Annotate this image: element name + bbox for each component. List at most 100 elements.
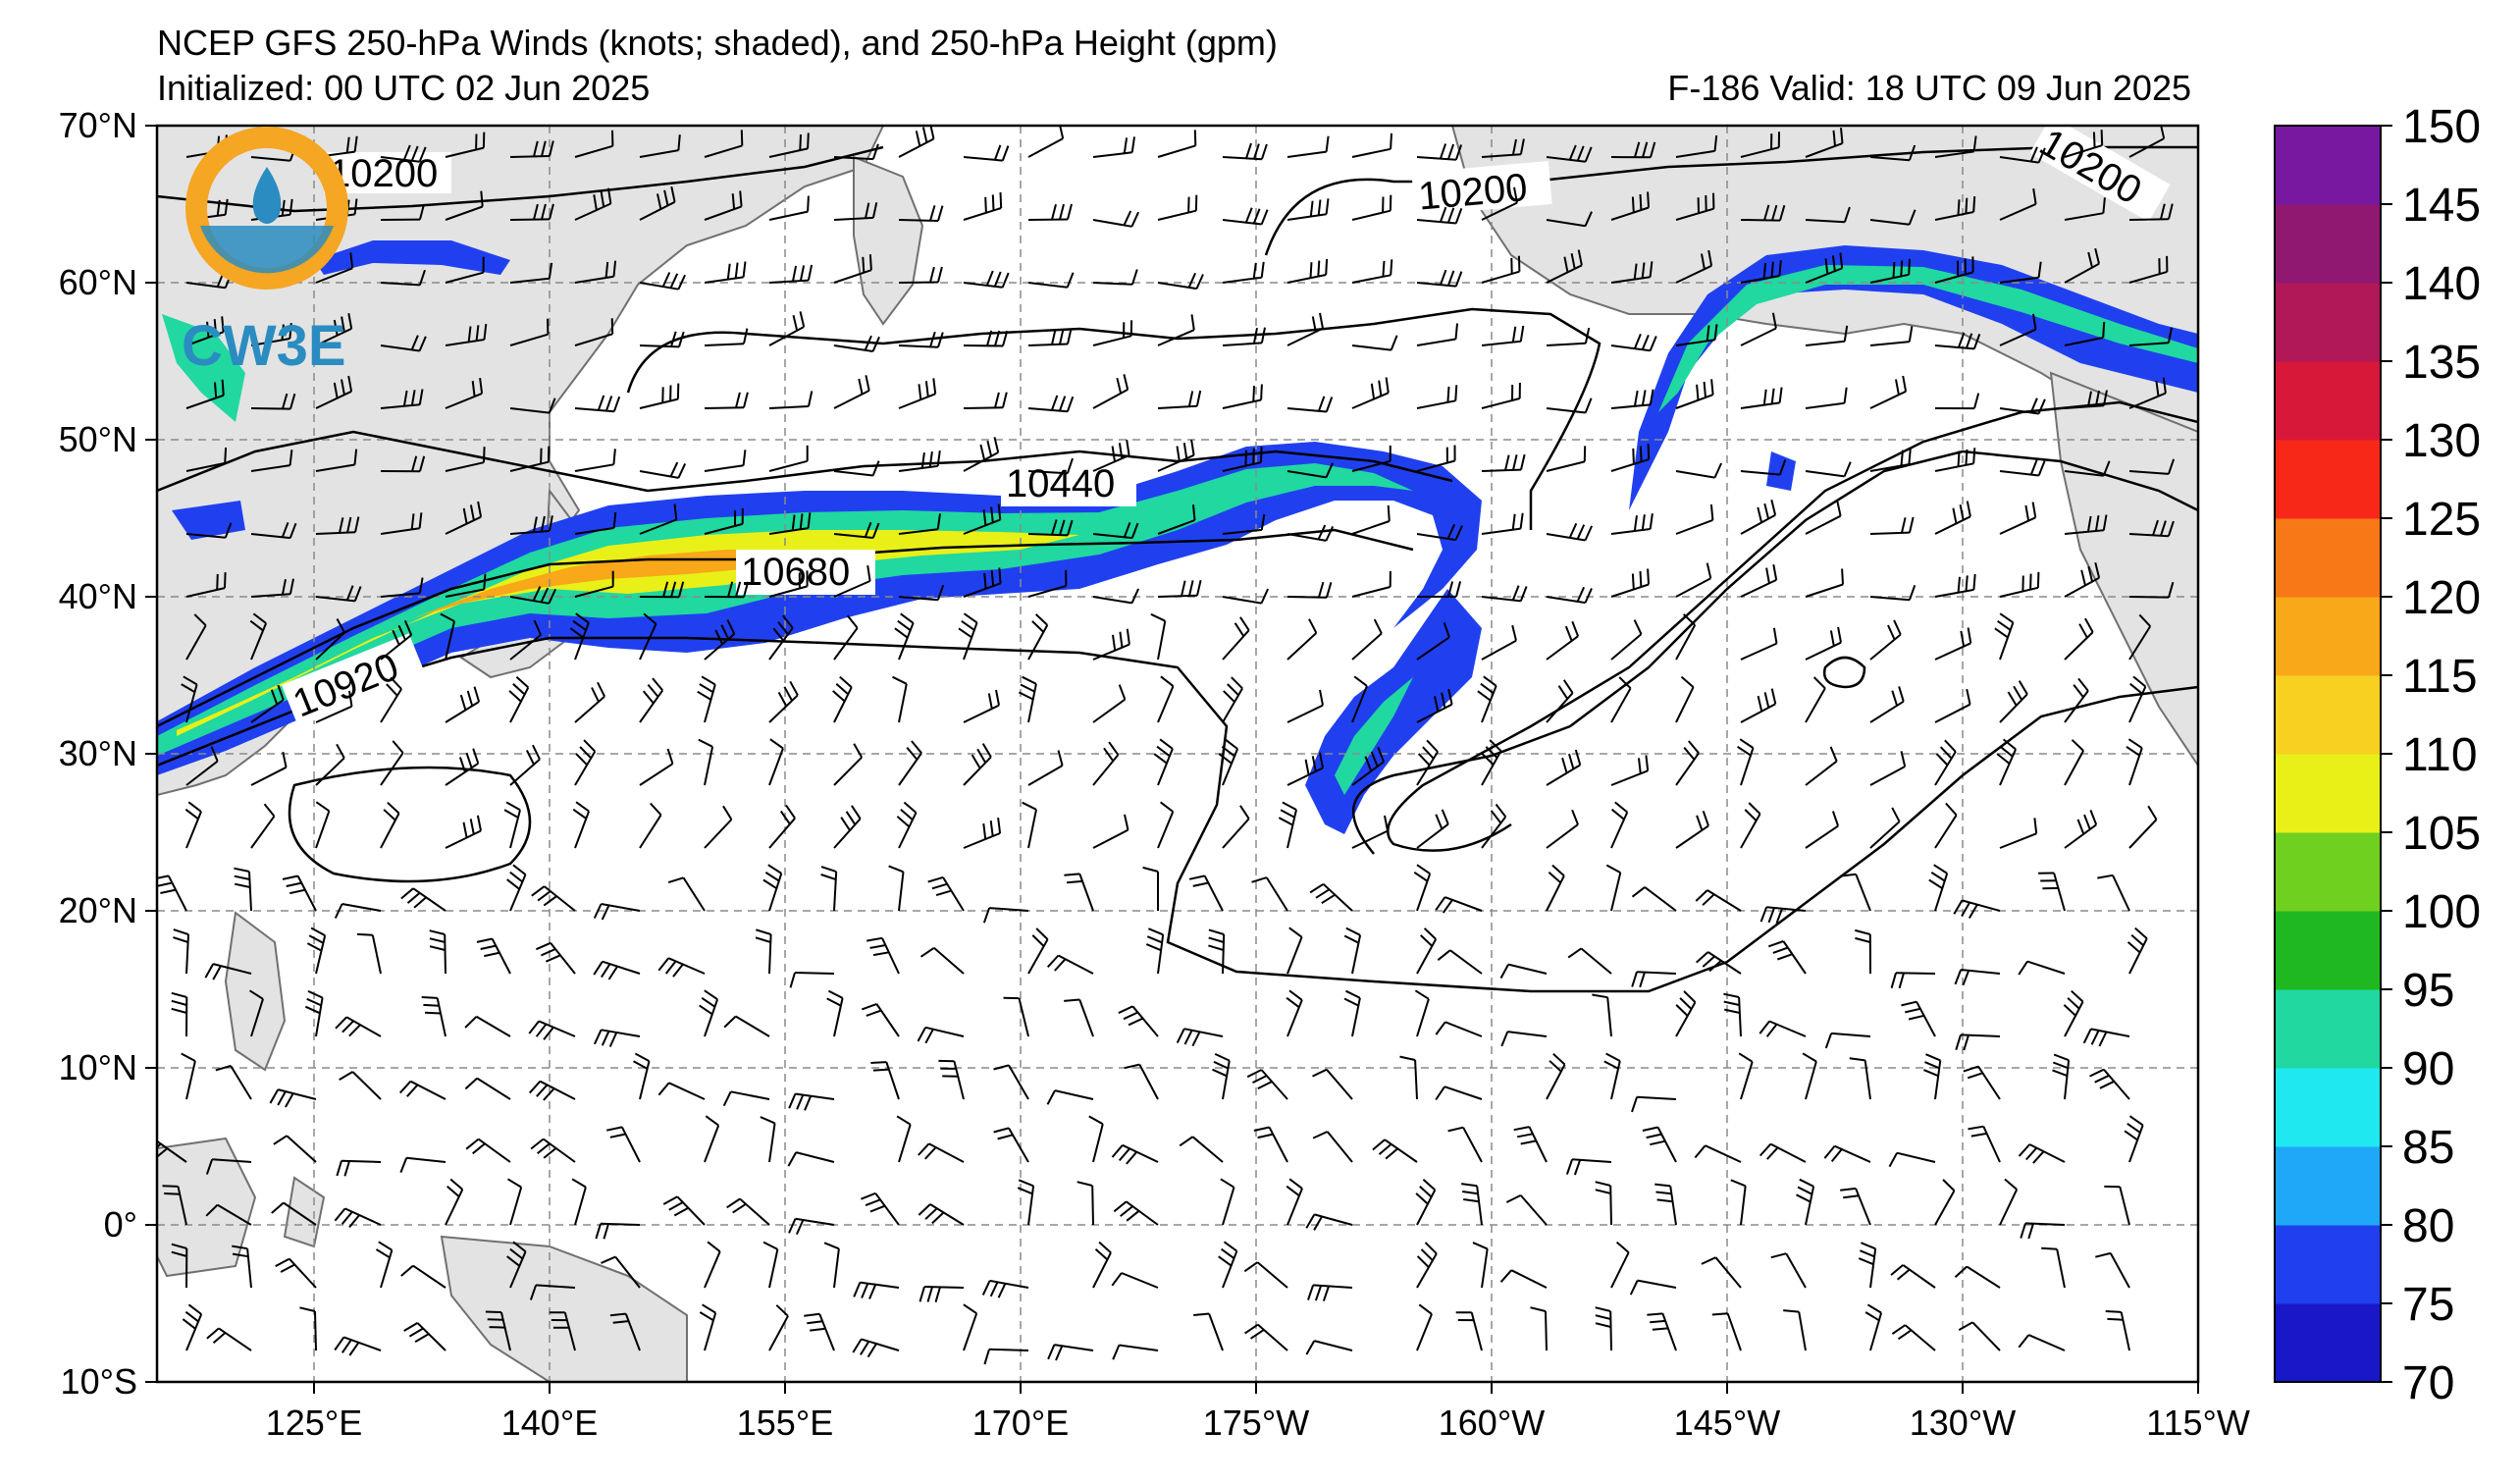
- wind-barb: [1179, 1136, 1224, 1163]
- wind-barb: [787, 1151, 835, 1167]
- wind-barb: [2128, 519, 2175, 538]
- wind-barb: [1802, 1052, 1817, 1100]
- wind-barb: [892, 675, 908, 723]
- wind-barb: [1416, 927, 1438, 975]
- wind-barb: [639, 503, 678, 535]
- wind-barb: [574, 187, 612, 221]
- lat-label-10s: 10°S: [61, 1361, 137, 1402]
- wind-barb: [315, 516, 360, 535]
- wind-barb: [1461, 1183, 1483, 1226]
- wind-barb: [1222, 513, 1266, 535]
- wind-barb: [1027, 395, 1075, 413]
- wind-barb: [1934, 501, 1971, 535]
- wind-barb: [1477, 675, 1497, 723]
- wind-barb: [870, 1061, 900, 1100]
- wind-barb: [1208, 928, 1226, 975]
- wind-barb: [1675, 379, 1714, 409]
- wind-barb: [1222, 447, 1263, 472]
- wind-barb: [528, 1080, 576, 1101]
- wind-barb: [1869, 144, 1916, 162]
- wind-barb: [963, 437, 1000, 472]
- borneo-land: [157, 1137, 257, 1278]
- wind-barb: [1855, 928, 1871, 975]
- wind-barb: [2128, 377, 2167, 409]
- wind-barb: [1111, 1272, 1159, 1289]
- wind-barb: [593, 960, 641, 980]
- wind-barb: [833, 521, 880, 539]
- wind-barb: [1890, 1264, 1936, 1289]
- colorbar-tick-label: 95: [2402, 965, 2454, 1017]
- wind-barb: [1513, 1126, 1548, 1163]
- wind-barb: [445, 748, 480, 786]
- colorbar-bin: [2275, 911, 2381, 990]
- wind-barb: [993, 1127, 1029, 1163]
- wind-barb: [898, 266, 943, 284]
- wind-barb: [380, 801, 400, 849]
- initialized-time: Initialized: 00 UTC 02 Jun 2025: [157, 68, 651, 108]
- wind-barb: [528, 1020, 576, 1040]
- wind-barb: [768, 445, 809, 472]
- wind-barb: [2018, 1334, 2066, 1351]
- wind-barb: [549, 1311, 576, 1351]
- logo-water: [200, 226, 334, 274]
- wind-barb: [1546, 749, 1582, 786]
- lon-label-115w: 115°W: [2146, 1403, 2250, 1443]
- wind-barb: [639, 272, 687, 291]
- wind-barb: [1092, 741, 1120, 786]
- wind-barb: [1610, 191, 1650, 221]
- wind-barb: [2018, 960, 2066, 976]
- wind-barb: [768, 512, 812, 535]
- wind-barb: [704, 130, 744, 158]
- wind-barb: [723, 1015, 770, 1037]
- wind-barb: [1999, 459, 2046, 477]
- wind-barb: [2064, 677, 2089, 723]
- wind-barb: [1286, 618, 1318, 661]
- wind-barb: [464, 1077, 511, 1100]
- wind-barb: [2064, 460, 2111, 477]
- wind-barb: [662, 1195, 706, 1226]
- wind-barb: [1999, 680, 2028, 723]
- wind-barb: [574, 449, 616, 472]
- wind-barb: [788, 1092, 835, 1111]
- wind-barb: [1046, 1089, 1094, 1105]
- wind-barb: [983, 1348, 1029, 1365]
- wind-barb: [2018, 1143, 2066, 1164]
- wind-barb: [380, 577, 424, 598]
- wind-barb: [1286, 989, 1303, 1037]
- wind-barb: [1610, 801, 1629, 849]
- wind-barb: [1481, 624, 1517, 661]
- wind-barb: [2064, 514, 2108, 535]
- wind-barb: [1092, 439, 1130, 472]
- wind-barb: [1546, 620, 1580, 661]
- wind-barb: [1218, 1241, 1238, 1289]
- wind-barb: [1740, 500, 1777, 535]
- wind-barb: [699, 989, 719, 1037]
- colorbar-tick-label: 145: [2402, 180, 2481, 232]
- colorbar-tick-label: 120: [2402, 572, 2481, 624]
- wind-barb: [445, 686, 481, 723]
- wind-barb: [1675, 810, 1709, 849]
- contour-10200-b: [1264, 145, 2198, 256]
- wind-barb: [1027, 457, 1074, 475]
- wind-barb: [1481, 512, 1524, 535]
- wind-barb: [593, 1029, 641, 1047]
- wind-barb: [315, 801, 331, 849]
- wind-barb: [2064, 810, 2098, 849]
- wind-barb: [2104, 1185, 2130, 1226]
- colorbar-bin: [2275, 204, 2381, 284]
- wind-barb: [1694, 1144, 1742, 1163]
- wind-barb: [1934, 802, 1958, 849]
- wind-barb: [1999, 818, 2038, 849]
- wind-barb: [1157, 801, 1175, 849]
- wind-barb: [667, 876, 706, 912]
- wind-barb: [1312, 1131, 1353, 1163]
- wind-barb: [1595, 1306, 1612, 1351]
- wind-barb: [400, 1264, 446, 1289]
- wind-barb: [833, 564, 871, 598]
- wind-barb: [1888, 1151, 1936, 1168]
- wind-barb: [1220, 1178, 1235, 1226]
- wind-barb: [894, 612, 915, 661]
- jet-siberia: [314, 240, 510, 275]
- wind-barb: [639, 677, 664, 723]
- wind-barb: [768, 1304, 789, 1351]
